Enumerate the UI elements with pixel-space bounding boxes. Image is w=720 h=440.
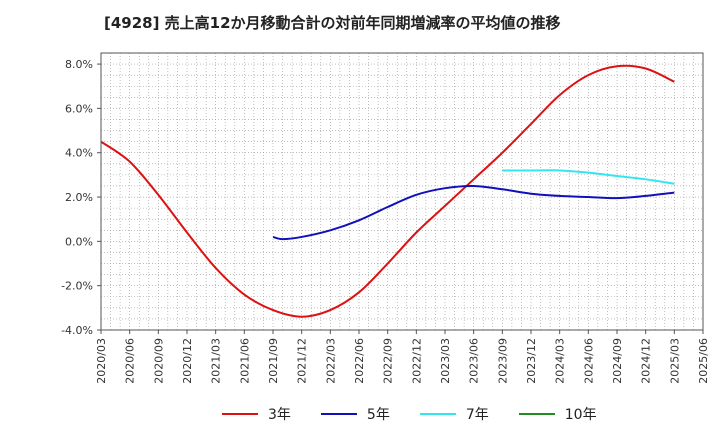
x-tick-label: 2020/06 bbox=[124, 338, 137, 384]
series-line-3y bbox=[100, 64, 675, 318]
x-tick-label: 2025/03 bbox=[668, 338, 681, 384]
legend-item-7y[interactable]: 7年 bbox=[419, 404, 489, 424]
x-tick-label: 2024/06 bbox=[582, 338, 595, 384]
y-tick-labels: -4.0% -2.0% 0.0% 2.0% 4.0% 6.0% 8.0% bbox=[61, 58, 101, 337]
x-tick-label: 2022/03 bbox=[324, 338, 337, 384]
axes bbox=[100, 52, 704, 331]
legend-label-3y: 3年 bbox=[268, 407, 291, 423]
legend-swatch-3y bbox=[222, 413, 258, 415]
legend-swatch-5y bbox=[320, 413, 357, 415]
y-tick-label: 6.0% bbox=[65, 102, 93, 115]
x-tick-label: 2023/03 bbox=[439, 338, 452, 384]
x-tick-label: 2023/09 bbox=[496, 338, 509, 384]
legend-label-7y: 7年 bbox=[465, 407, 489, 423]
y-tick-label: 2.0% bbox=[65, 191, 93, 204]
legend-swatch-10y bbox=[518, 413, 555, 415]
chart-title: [4928] 売上高12か月移動合計の対前年同期増減率の平均値の推移 bbox=[104, 14, 561, 32]
x-tick-label: 2020/03 bbox=[95, 338, 108, 384]
x-tick-label: 2021/12 bbox=[296, 338, 309, 384]
x-tick-label: 2023/12 bbox=[525, 338, 538, 384]
x-tick-label: 2024/03 bbox=[554, 338, 567, 384]
x-tick-label: 2020/09 bbox=[152, 338, 165, 384]
x-tick-label: 2021/03 bbox=[210, 338, 223, 384]
y-tick-label: -4.0% bbox=[61, 324, 93, 337]
y-tick-label: 8.0% bbox=[65, 58, 93, 71]
plot-area bbox=[101, 53, 703, 330]
legend-item-5y[interactable]: 5年 bbox=[320, 404, 390, 424]
x-tick-label: 2020/12 bbox=[181, 338, 194, 384]
x-tick-label: 2024/12 bbox=[640, 338, 653, 384]
legend-label-10y: 10年 bbox=[564, 407, 597, 423]
x-tick-label: 2022/06 bbox=[353, 338, 366, 384]
x-tick-label: 2022/12 bbox=[410, 338, 423, 384]
y-tick-label: 0.0% bbox=[65, 235, 93, 248]
series-line-7y bbox=[502, 169, 675, 185]
x-tick-label: 2021/06 bbox=[238, 338, 251, 384]
y-tick-label: -2.0% bbox=[61, 280, 93, 293]
series-layer bbox=[100, 64, 675, 318]
plot-border bbox=[100, 52, 704, 331]
x-tick-label: 2021/09 bbox=[267, 338, 280, 384]
legend-item-10y[interactable]: 10年 bbox=[518, 404, 597, 424]
y-tick-label: 4.0% bbox=[65, 147, 93, 160]
x-tick-label: 2022/09 bbox=[382, 338, 395, 384]
legend: 3年 5年 7年 10年 bbox=[222, 404, 597, 424]
legend-item-3y[interactable]: 3年 bbox=[222, 404, 291, 424]
x-tick-labels: 2020/03 2020/06 2020/09 2020/12 2021/03 2021/… bbox=[95, 330, 710, 384]
legend-swatch-7y bbox=[419, 413, 456, 415]
x-tick-label: 2025/06 bbox=[697, 338, 710, 384]
x-tick-label: 2024/09 bbox=[611, 338, 624, 384]
legend-label-5y: 5年 bbox=[366, 407, 390, 423]
series-line-5y bbox=[272, 184, 675, 241]
x-tick-label: 2023/06 bbox=[468, 338, 481, 384]
